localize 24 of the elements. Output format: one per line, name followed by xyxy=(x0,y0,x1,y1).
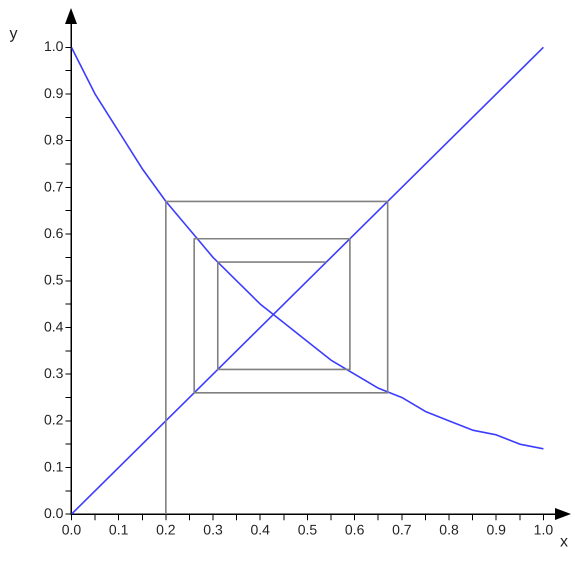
y-tick-label: 0.4 xyxy=(44,318,64,334)
y-tick-label: 0.7 xyxy=(44,178,64,194)
x-tick-label: 0.9 xyxy=(486,521,506,538)
x-tick-label: 0.3 xyxy=(203,521,223,538)
x-tick-label: 0.2 xyxy=(156,521,176,538)
y-tick-label: 0.2 xyxy=(44,412,64,428)
x-tick-label: 0.4 xyxy=(250,521,270,538)
x-tick-label: 0.5 xyxy=(298,521,318,538)
x-tick-label: 1.0 xyxy=(534,521,554,538)
x-tick-label: 0.8 xyxy=(439,521,459,538)
y-tick-label: 0.8 xyxy=(44,132,64,148)
x-tick-label: 0.0 xyxy=(62,521,82,538)
y-tick-label: 0.6 xyxy=(44,224,64,241)
x-axis-title: x xyxy=(560,534,568,551)
y-tick-label: 0.9 xyxy=(44,84,64,101)
y-tick-label: 0.5 xyxy=(44,272,64,288)
y-tick-label: 0.0 xyxy=(44,505,64,522)
x-tick-label: 0.7 xyxy=(392,521,412,538)
x-tick-label: 0.6 xyxy=(344,521,365,538)
y-tick-label: 0.3 xyxy=(44,365,64,381)
y-axis-title: y xyxy=(9,25,18,42)
y-tick-label: 1.0 xyxy=(44,38,64,54)
y-tick-label: 0.1 xyxy=(44,458,64,474)
x-tick-label: 0.1 xyxy=(108,521,129,538)
